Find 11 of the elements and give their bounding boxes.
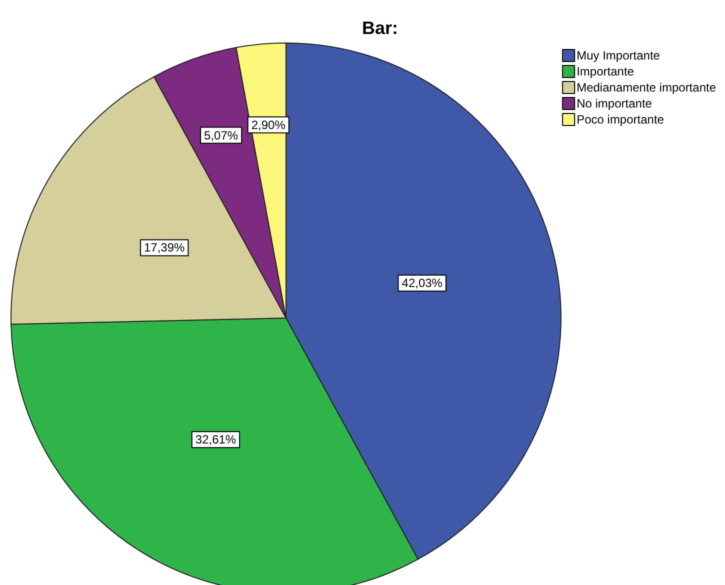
data-label: 17,39%	[144, 240, 186, 255]
data-label: 2,90%	[251, 118, 286, 132]
legend-label: Importante	[576, 64, 634, 78]
data-label: 32,61%	[195, 432, 236, 447]
legend-label: Poco importante	[576, 112, 664, 126]
data-label: 42,03%	[402, 276, 443, 290]
legend-label: Medianamente importante	[576, 80, 716, 94]
chart-title: Bar:	[362, 18, 398, 38]
data-label: 5,07%	[204, 128, 238, 142]
legend-label: No importante	[576, 96, 652, 110]
legend-label: Muy Importante	[576, 48, 660, 62]
